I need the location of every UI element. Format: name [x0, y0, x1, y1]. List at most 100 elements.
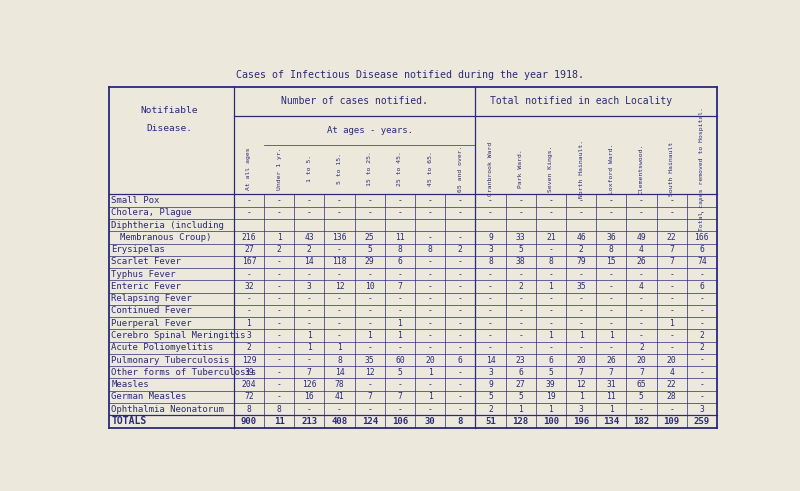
Text: -: -: [337, 319, 342, 328]
Text: 7: 7: [639, 368, 644, 377]
Text: 8: 8: [398, 245, 402, 254]
Text: -: -: [428, 294, 433, 303]
Text: 7: 7: [367, 392, 372, 401]
Text: 12: 12: [576, 380, 586, 389]
Text: 23: 23: [516, 355, 526, 365]
Text: 7: 7: [398, 392, 402, 401]
Text: 6: 6: [518, 368, 523, 377]
Text: Cranbrook Ward: Cranbrook Ward: [488, 141, 493, 196]
Text: -: -: [458, 208, 462, 218]
Text: -: -: [367, 405, 372, 413]
Text: 19: 19: [546, 392, 556, 401]
Text: Total cases removed to Hospital.: Total cases removed to Hospital.: [699, 107, 704, 231]
Text: -: -: [458, 306, 462, 316]
Text: -: -: [337, 306, 342, 316]
Text: Pulmonary Tuberculosis: Pulmonary Tuberculosis: [111, 355, 230, 365]
Text: -: -: [518, 343, 523, 353]
Text: 182: 182: [634, 417, 650, 426]
Text: 3: 3: [699, 405, 704, 413]
Text: -: -: [699, 368, 704, 377]
Text: 43: 43: [305, 233, 314, 242]
Text: -: -: [398, 196, 402, 205]
Text: -: -: [549, 270, 554, 279]
Text: 900: 900: [241, 417, 257, 426]
Text: 2: 2: [699, 331, 704, 340]
Text: -: -: [549, 196, 554, 205]
Text: -: -: [398, 270, 402, 279]
Text: -: -: [669, 343, 674, 353]
Text: 20: 20: [576, 355, 586, 365]
Text: 1: 1: [518, 405, 523, 413]
Text: 129: 129: [242, 355, 256, 365]
Text: 1: 1: [398, 319, 402, 328]
Text: 1: 1: [307, 343, 312, 353]
Text: 74: 74: [697, 257, 706, 267]
Text: -: -: [518, 294, 523, 303]
Text: 11: 11: [395, 233, 405, 242]
Text: -: -: [367, 196, 372, 205]
Text: -: -: [609, 306, 614, 316]
Text: 1: 1: [609, 331, 614, 340]
Text: -: -: [277, 270, 282, 279]
Text: -: -: [669, 405, 674, 413]
Text: -: -: [398, 405, 402, 413]
Text: 5: 5: [639, 392, 644, 401]
Text: 8: 8: [428, 245, 433, 254]
Text: 22: 22: [666, 233, 677, 242]
Text: 8: 8: [488, 257, 493, 267]
Text: 259: 259: [694, 417, 710, 426]
Text: 14: 14: [334, 368, 344, 377]
Text: 1: 1: [549, 405, 554, 413]
Text: -: -: [609, 208, 614, 218]
Text: 12: 12: [365, 368, 374, 377]
Text: Disease.: Disease.: [146, 124, 192, 133]
Text: 27: 27: [244, 245, 254, 254]
Text: 6: 6: [398, 257, 402, 267]
Text: -: -: [488, 319, 493, 328]
Text: -: -: [428, 380, 433, 389]
Text: -: -: [699, 392, 704, 401]
Text: -: -: [458, 380, 462, 389]
Text: 26: 26: [637, 257, 646, 267]
Text: -: -: [398, 306, 402, 316]
Text: South Hainault: South Hainault: [669, 141, 674, 196]
Text: Under 1 yr.: Under 1 yr.: [277, 147, 282, 190]
Text: -: -: [458, 343, 462, 353]
Text: 11: 11: [274, 417, 285, 426]
Text: German Measles: German Measles: [111, 392, 186, 401]
Text: -: -: [307, 355, 312, 365]
Text: -: -: [699, 355, 704, 365]
Text: 126: 126: [302, 380, 317, 389]
Text: -: -: [337, 294, 342, 303]
Text: 1: 1: [428, 368, 433, 377]
Text: 7: 7: [669, 245, 674, 254]
Text: 8: 8: [277, 405, 282, 413]
Text: -: -: [699, 270, 704, 279]
Text: -: -: [458, 270, 462, 279]
Text: -: -: [246, 294, 251, 303]
Text: 1: 1: [246, 319, 251, 328]
Text: 124: 124: [362, 417, 378, 426]
Text: -: -: [699, 208, 704, 218]
Text: 60: 60: [395, 355, 405, 365]
Text: 31: 31: [606, 380, 616, 389]
Text: 5: 5: [398, 368, 402, 377]
Text: 15 to 25.: 15 to 25.: [367, 151, 372, 186]
Text: Cerebro Spinal Meringitis: Cerebro Spinal Meringitis: [111, 331, 246, 340]
Text: -: -: [639, 319, 644, 328]
Text: 1: 1: [549, 331, 554, 340]
Text: 29: 29: [365, 257, 374, 267]
Text: 35: 35: [365, 355, 374, 365]
Text: -: -: [367, 208, 372, 218]
Text: -: -: [669, 306, 674, 316]
Text: -: -: [458, 196, 462, 205]
Text: 5: 5: [518, 245, 523, 254]
Text: Diphtheria (including: Diphtheria (including: [111, 220, 224, 230]
Text: Notifiable: Notifiable: [140, 107, 198, 115]
Text: -: -: [669, 294, 674, 303]
Text: -: -: [549, 208, 554, 218]
Text: 6: 6: [699, 282, 704, 291]
Text: 2: 2: [578, 245, 583, 254]
Text: 20: 20: [637, 355, 646, 365]
Text: -: -: [488, 343, 493, 353]
